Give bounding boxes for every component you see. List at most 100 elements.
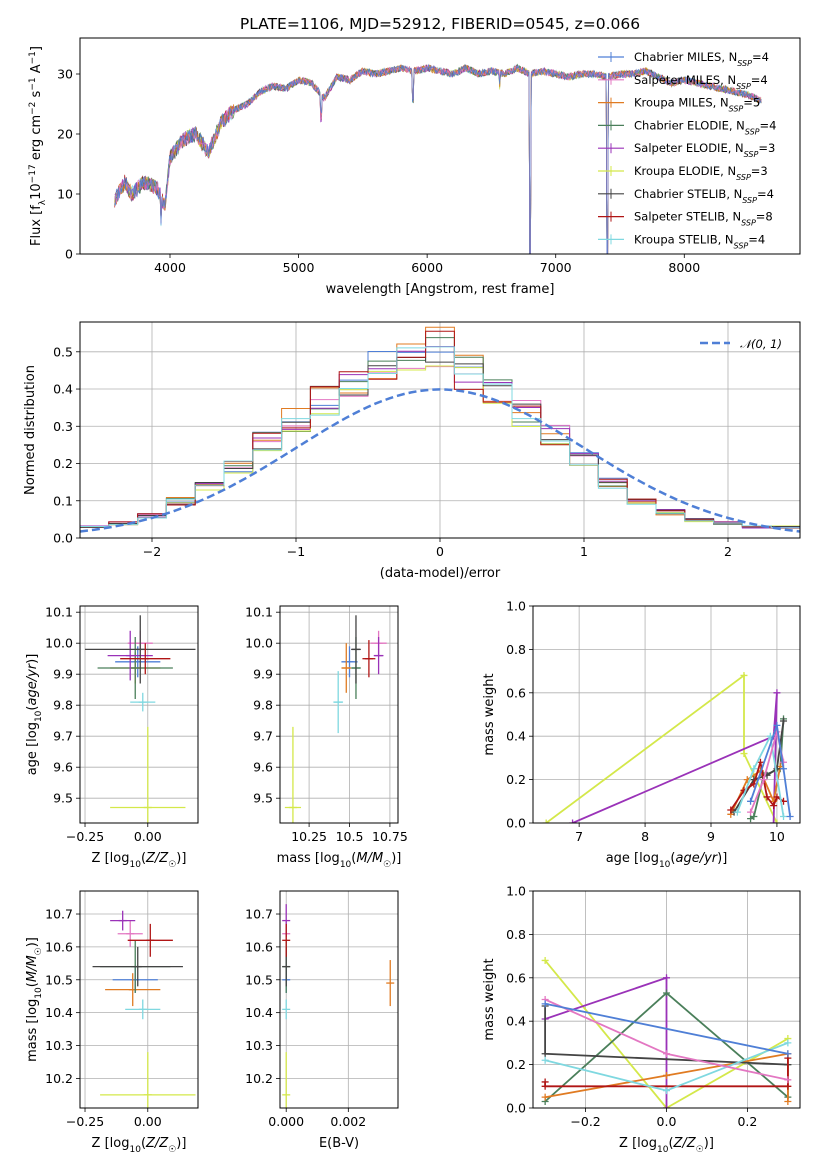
legend-label: Salpeter MILES, NSSP=4 (634, 73, 768, 91)
chart-mass_vs_ebv: 0.000 0.002 10.2 10.3 10.4 10.5 10.6 10.7 E(B-V) (245, 890, 399, 1151)
weight-point (733, 808, 741, 816)
chart-weight_vs_Z: −0.2 0.0 0.2 0.0 0.2 0.4 0.6 0.8 1.0 Z [log10(Z/Z… (482, 884, 801, 1155)
y-axis-label-part: mass weight (482, 958, 497, 1040)
y-axis-label-part: age/yr (25, 662, 40, 705)
y-tick-label: 0.8 (506, 927, 526, 942)
y-axis-label-part: )] (25, 654, 40, 664)
y-axis-label: Flux [fλ10−17 erg cm−2 s−1 A−1] (28, 46, 48, 246)
y-axis-label-part: mass [log (25, 999, 40, 1062)
weight-point (763, 793, 771, 801)
y-axis-label-part: s (29, 90, 44, 101)
weight-series-line (544, 1002, 789, 1055)
legend-label-part: =5 (743, 96, 760, 110)
x-tick-label: 10.25 (291, 829, 327, 844)
spectrum-line (114, 64, 762, 254)
legend-label-part: =4 (752, 50, 769, 64)
y-tick-label: 0.0 (506, 1101, 526, 1116)
x-axis-label-part: )] (717, 851, 727, 866)
grid (280, 891, 398, 1108)
legend-label-sub: SSP (745, 127, 760, 136)
weight-point (784, 1039, 792, 1047)
x-tick-label: 8 (641, 829, 649, 844)
legend-label-part: =4 (760, 118, 777, 132)
weight-point (780, 765, 788, 773)
y-tick-label: 0.0 (53, 531, 73, 546)
x-axis-label-part: Z/Z (145, 1136, 169, 1151)
y-axis-label-part: 10 (29, 183, 44, 200)
x-axis-label-part: Z/Z (673, 1136, 697, 1151)
legend-label: Kroupa ELODIE, NSSP=3 (634, 164, 768, 182)
weight-point (780, 812, 788, 820)
y-tick-label: 10.4 (245, 1005, 273, 1020)
spectrum-line (114, 64, 762, 254)
plot-area (92, 910, 196, 1108)
legend-label-sub: SSP (734, 241, 749, 250)
y-tick-label: 0.6 (506, 970, 526, 985)
weight-point (760, 776, 768, 784)
y-axis-label: Normed distribution (23, 365, 38, 495)
plot-area (282, 904, 395, 1108)
legend-label-sub: SSP (742, 195, 757, 204)
y-axis-label-part: M/M (25, 955, 40, 982)
legend-label-part: Kroupa MILES, N (634, 96, 729, 110)
weight-point (541, 1093, 549, 1101)
x-axis-label: E(B-V) (319, 1136, 359, 1151)
y-tick-label: 9.9 (253, 667, 273, 682)
weight-point (747, 808, 755, 816)
weight-point (541, 956, 549, 964)
x-axis-label-part: age [log (606, 851, 659, 866)
legend-label-part: Salpeter STELIB, N (634, 210, 741, 224)
legend-label: Kroupa STELIB, NSSP=4 (634, 232, 765, 250)
x-tick-label: −2 (143, 544, 161, 559)
y-tick-label: 10.1 (245, 605, 273, 620)
legend-label-part: =4 (748, 232, 765, 246)
x-axis-label-part: wavelength [Angstrom, rest frame] (326, 282, 555, 297)
weight-point (740, 750, 748, 758)
weight-point (770, 819, 778, 823)
x-tick-label: 0.00 (134, 1114, 162, 1129)
legend-label-part: Kroupa STELIB, N (634, 232, 734, 246)
y-tick-label: 10.2 (45, 1071, 73, 1086)
weight-point (773, 721, 781, 729)
plot-area (80, 326, 800, 533)
y-tick-label: 0.4 (506, 1014, 526, 1029)
weight-series-line (749, 725, 791, 817)
chart-age_vs_Z: −0.25 0.009.59.69.79.89.910.010.1Z [log10… (25, 605, 199, 870)
y-tick-label: 1.0 (506, 599, 526, 614)
x-axis-label-part: Z [log (92, 851, 130, 866)
x-axis-label: Z [log10(Z/Z☉)] (92, 851, 187, 870)
y-tick-label: 9.9 (53, 667, 73, 682)
chart-spectrum: 4000 5000 6000 7000 8000 0 10 20 30 Chabrier MILE… (28, 37, 801, 297)
x-tick-label: 10.75 (372, 829, 408, 844)
weight-point (784, 1097, 792, 1105)
y-tick-label: 10.6 (245, 939, 273, 954)
y-tick-label: 0.2 (53, 456, 73, 471)
weight-point (747, 797, 755, 805)
spectrum-line (114, 63, 762, 254)
x-tick-label: 1 (580, 544, 588, 559)
y-tick-label: 0 (65, 247, 73, 262)
legend-label-part: =4 (757, 187, 774, 201)
x-axis-label-part: mass [log (277, 851, 340, 866)
y-tick-label: 0.5 (53, 344, 73, 359)
y-axis-label: mass weight (482, 673, 497, 755)
weight-point (569, 819, 577, 823)
y-axis-label-part: mass weight (482, 673, 497, 755)
axes-frame (79, 890, 199, 1109)
y-axis-label-part: )] (25, 937, 40, 947)
legend-label-sub: SSP (736, 81, 751, 90)
x-axis-label-part: age/yr (675, 851, 718, 866)
legend-label-part: Kroupa ELODIE, N (634, 164, 736, 178)
x-tick-label: −0.25 (66, 829, 104, 844)
x-axis-label-part: Z [log (619, 1136, 657, 1151)
grid (80, 606, 198, 823)
y-tick-label: 9.5 (253, 791, 273, 806)
weight-point (663, 1104, 670, 1108)
legend-label: Chabrier ELODIE, NSSP=4 (634, 118, 776, 136)
y-tick-label: 10.4 (45, 1005, 73, 1020)
x-tick-label: 5000 (283, 260, 315, 275)
x-tick-label: 10 (769, 829, 785, 844)
spectrum-line (114, 64, 762, 254)
legend-label: 𝒩(0, 1) (740, 337, 782, 351)
y-axis-label-part: −2 (28, 102, 38, 115)
